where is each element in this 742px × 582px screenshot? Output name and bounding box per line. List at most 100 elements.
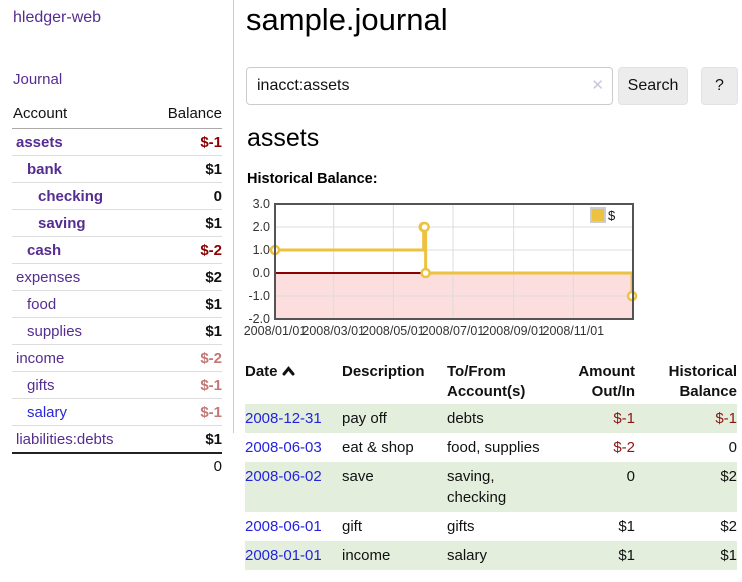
account-row: supplies $1 — [12, 317, 222, 345]
account-link-liabilities-debts[interactable]: liabilities:debts — [16, 430, 114, 448]
search-input[interactable] — [246, 67, 613, 105]
account-row: cash $-2 — [12, 236, 222, 264]
transaction-date-link[interactable]: 2008-06-03 — [245, 439, 322, 456]
account-link-checking[interactable]: checking — [38, 187, 104, 205]
accounts-header-balance: Balance — [167, 105, 222, 122]
transaction-date-link[interactable]: 2008-06-01 — [245, 518, 322, 535]
transaction-row: 2008-01-01 income salary $1 $1 — [245, 541, 737, 570]
account-balance: $1 — [205, 214, 222, 232]
transaction-accounts: saving, checking — [447, 468, 507, 506]
accounts-table: Account Balance assets $-1 bank $1 checkin… — [12, 102, 222, 479]
transaction-date-link[interactable]: 2008-01-01 — [245, 547, 322, 564]
svg-text:3.0: 3.0 — [253, 197, 270, 211]
account-link-supplies[interactable]: supplies — [27, 322, 83, 340]
account-row: salary $-1 — [12, 398, 222, 426]
account-link-food[interactable]: food — [27, 295, 57, 313]
account-balance: $1 — [205, 430, 222, 448]
transaction-row: 2008-06-02 save saving, checking 0 $2 — [245, 462, 737, 512]
chart-title: Historical Balance: — [247, 171, 378, 187]
accounts-header-account: Account — [13, 105, 68, 122]
account-link-bank[interactable]: bank — [27, 160, 63, 178]
account-balance: $1 — [205, 295, 222, 313]
account-link-income[interactable]: income — [16, 349, 65, 367]
account-link-saving[interactable]: saving — [38, 214, 86, 232]
account-row: bank $1 — [12, 155, 222, 183]
account-balance: $-2 — [200, 241, 222, 259]
column-header-date[interactable]: Date — [245, 360, 342, 404]
transaction-date-link[interactable]: 2008-12-31 — [245, 410, 322, 427]
transaction-amount: $-2 — [613, 439, 635, 456]
account-balance: $1 — [205, 160, 222, 178]
transaction-balance: 0 — [728, 439, 737, 456]
account-row: expenses $2 — [12, 263, 222, 291]
account-balance: $-2 — [200, 349, 222, 367]
svg-text:2008/11/01: 2008/11/01 — [543, 324, 605, 338]
column-header-balance: Historical Balance — [668, 363, 737, 400]
transaction-amount: $1 — [618, 547, 635, 564]
section-title: assets — [247, 124, 320, 152]
column-header-accounts: To/From Account(s) — [447, 363, 526, 400]
account-link-assets[interactable]: assets — [16, 133, 63, 151]
clear-search-icon[interactable]: ✕ — [591, 77, 604, 94]
svg-text:-1.0: -1.0 — [248, 289, 270, 303]
account-row: liabilities:debts $1 — [12, 425, 222, 454]
accounts-total-value: 0 — [213, 458, 222, 475]
search-bar: ✕ Search ? — [246, 67, 738, 105]
svg-text:-2.0: -2.0 — [248, 312, 270, 326]
svg-text:2008/01/01: 2008/01/01 — [244, 324, 307, 338]
page-title: sample.journal — [246, 2, 448, 37]
transaction-date-link[interactable]: 2008-06-02 — [245, 468, 322, 485]
transaction-balance: $2 — [720, 468, 737, 485]
svg-text:2.0: 2.0 — [253, 220, 270, 234]
transaction-description: pay off — [342, 410, 387, 427]
account-link-gifts[interactable]: gifts — [27, 376, 55, 394]
account-link-expenses[interactable]: expenses — [16, 268, 81, 286]
transaction-balance: $1 — [720, 547, 737, 564]
transaction-description: gift — [342, 518, 363, 535]
transaction-accounts: gifts — [447, 518, 475, 535]
sidebar-item-journal[interactable]: Journal — [13, 71, 63, 88]
svg-text:2008/05/01: 2008/05/01 — [362, 324, 425, 338]
account-balance: $-1 — [200, 133, 222, 151]
accounts-total-row: 0 — [12, 453, 222, 479]
account-link-salary[interactable]: salary — [27, 403, 68, 421]
transaction-accounts: debts — [447, 410, 484, 427]
transaction-description: save — [342, 468, 374, 485]
transactions-header-row: Date Description To/From Account(s) Amoun… — [245, 360, 737, 404]
account-balance: 0 — [213, 187, 222, 205]
transaction-description: eat & shop — [342, 439, 414, 456]
transaction-accounts: food, supplies — [447, 439, 540, 456]
transactions-table: Date Description To/From Account(s) Amoun… — [245, 360, 737, 570]
search-button[interactable]: Search — [618, 67, 688, 105]
account-balance: $1 — [205, 322, 222, 340]
transaction-balance: $2 — [720, 518, 737, 535]
app-title-link[interactable]: hledger-web — [13, 9, 102, 26]
transaction-amount: $1 — [618, 518, 635, 535]
account-row: saving $1 — [12, 209, 222, 237]
account-row: food $1 — [12, 290, 222, 318]
account-balance: $-1 — [200, 403, 222, 421]
transaction-amount: 0 — [626, 468, 635, 485]
sidebar-divider — [233, 0, 234, 433]
account-balance: $-1 — [200, 376, 222, 394]
account-link-cash[interactable]: cash — [27, 241, 62, 259]
account-row: checking 0 — [12, 182, 222, 210]
transaction-row: 2008-06-03 eat & shop food, supplies $-2… — [245, 433, 737, 462]
transaction-accounts: salary — [447, 547, 488, 564]
svg-text:0.0: 0.0 — [253, 266, 270, 280]
help-button[interactable]: ? — [701, 67, 738, 105]
svg-text:$: $ — [608, 208, 616, 223]
svg-text:2008/07/01: 2008/07/01 — [422, 324, 485, 338]
account-balance: $2 — [205, 268, 222, 286]
accounts-table-header: Account Balance — [12, 102, 222, 129]
svg-text:2008/09/01: 2008/09/01 — [482, 324, 545, 338]
transaction-row: 2008-06-01 gift gifts $1 $2 — [245, 512, 737, 541]
transaction-row: 2008-12-31 pay off debts $-1 $-1 — [245, 404, 737, 433]
account-row: gifts $-1 — [12, 371, 222, 399]
svg-text:2008/03/01: 2008/03/01 — [302, 324, 365, 338]
transaction-amount: $-1 — [613, 410, 635, 427]
transaction-description: income — [342, 547, 391, 564]
column-header-description: Description — [342, 363, 425, 380]
sort-asc-icon — [282, 362, 295, 382]
account-row: assets $-1 — [12, 129, 222, 156]
